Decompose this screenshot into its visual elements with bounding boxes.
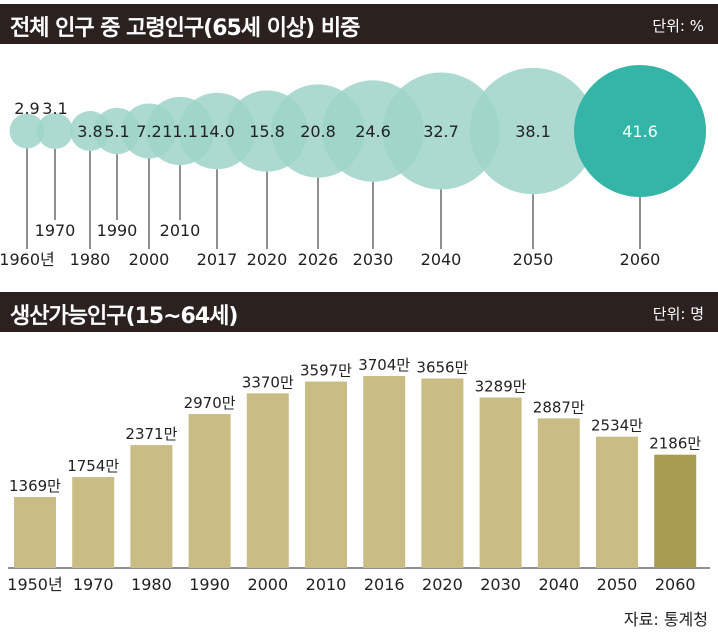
bar [363, 376, 406, 568]
bubble-year-label: 1990 [97, 221, 138, 240]
bubble-value-label: 2.9 [14, 99, 39, 118]
bubble-year-label: 1980 [70, 250, 111, 269]
bar-value-label: 1369만 [9, 477, 61, 495]
bubble-year-label: 2010 [160, 221, 201, 240]
bar-value-label: 3370만 [242, 373, 294, 391]
bubble-value-label: 14.0 [199, 122, 235, 141]
bar [479, 397, 522, 568]
bar [14, 497, 56, 568]
bubble-year-label: 2000 [129, 250, 170, 269]
bubble-value-label: 11.1 [162, 122, 198, 141]
bubble-year-label: 1970 [35, 221, 76, 240]
bubble-value-label: 5.1 [104, 122, 129, 141]
bubble-value-label: 20.8 [300, 122, 336, 141]
bubble-chart: 2.9 1960년 3.1 1970 3.8 1980 5.1 1990 7.2 2000 11.1… [0, 65, 706, 269]
bar-value-label: 2534만 [591, 417, 643, 435]
bubble-value-label: 41.6 [622, 122, 658, 141]
bubble-year-label: 2017 [197, 250, 238, 269]
source-note: 자료: 통계청 [623, 610, 708, 629]
bar-category-label: 2000 [247, 575, 288, 594]
bar-category-label: 1970 [73, 575, 114, 594]
bubble-value-label: 7.2 [136, 122, 161, 141]
bar-category-label: 2040 [538, 575, 579, 594]
bar-value-label: 3704만 [358, 356, 410, 374]
bar-value-label: 2371만 [125, 425, 177, 443]
bar-category-label: 1950년 [7, 575, 62, 594]
bubble-chart-header: 전체 인구 중 고령인구(65세 이상) 비중 단위: % [0, 4, 718, 44]
bar-value-label: 2186만 [649, 435, 701, 453]
bar-category-label: 2050 [597, 575, 638, 594]
bar-chart-unit: 단위: 명 [652, 305, 704, 323]
bubble-year-label: 2060 [620, 250, 661, 269]
bar-category-label: 2016 [364, 575, 405, 594]
bubble [574, 65, 706, 197]
bar-value-label: 3289만 [475, 378, 527, 396]
bar-chart-header: 생산가능인구(15~64세) 단위: 명 [0, 292, 718, 332]
bar-category-label: 1980 [131, 575, 172, 594]
bubble-year-label: 2040 [421, 250, 462, 269]
bar [246, 393, 289, 568]
bar-category-label: 2060 [655, 575, 696, 594]
bar-category-label: 1990 [189, 575, 230, 594]
bar [188, 414, 231, 568]
bubble-value-label: 32.7 [423, 122, 459, 141]
bar [654, 454, 697, 568]
bubble-year-label: 2050 [513, 250, 554, 269]
bar-chart-title: 생산가능인구(15~64세) [10, 304, 238, 329]
bubble [9, 113, 45, 149]
bar-value-label: 2887만 [533, 398, 585, 416]
bubble-value-label: 3.8 [77, 122, 102, 141]
bar [305, 381, 347, 568]
bubble-value-label: 24.6 [355, 122, 391, 141]
bubble-value-label: 38.1 [515, 122, 551, 141]
bubble-year-label: 2026 [298, 250, 339, 269]
bar [130, 445, 173, 568]
bubble-chart-title: 전체 인구 중 고령인구(65세 이상) 비중 [10, 16, 360, 41]
bubble-value-label: 15.8 [249, 122, 285, 141]
bar-value-label: 3656만 [416, 358, 468, 376]
bar [72, 477, 115, 568]
bar-chart: 1369만 1950년 1754만 1970 2371만 1980 2970만 1990 337… [7, 356, 710, 594]
bubble-chart-unit: 단위: % [652, 17, 704, 35]
bar-category-label: 2020 [422, 575, 463, 594]
bubble-year-label: 2020 [247, 250, 288, 269]
bar [537, 418, 580, 568]
bar [421, 378, 464, 568]
bar-value-label: 1754만 [67, 457, 119, 475]
bubble [36, 112, 74, 150]
bubble-year-label: 2030 [353, 250, 394, 269]
bubble [469, 67, 597, 195]
bubble-year-label: 1960년 [0, 250, 55, 269]
bubble-value-label: 3.1 [42, 99, 67, 118]
bar-value-label: 2970만 [184, 394, 236, 412]
bar-value-label: 3597만 [300, 362, 352, 380]
bar-category-label: 2030 [480, 575, 521, 594]
bubble [382, 72, 500, 190]
bar-category-label: 2010 [306, 575, 347, 594]
bar [596, 436, 638, 568]
